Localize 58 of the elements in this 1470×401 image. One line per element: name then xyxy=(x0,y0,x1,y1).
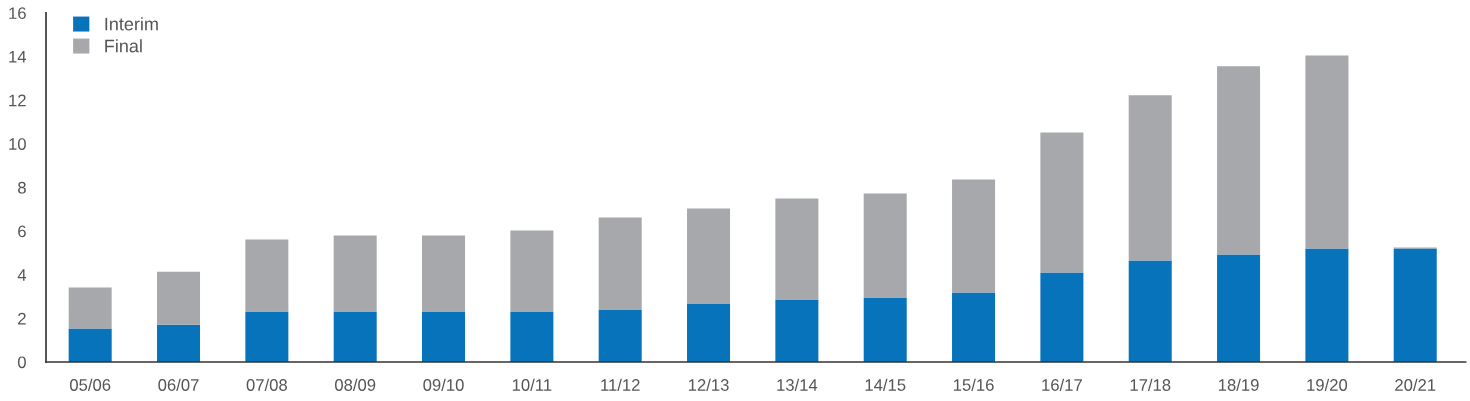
bar xyxy=(598,309,642,362)
bar xyxy=(333,311,377,362)
bar xyxy=(1040,272,1084,362)
bar xyxy=(1217,66,1261,255)
bar xyxy=(68,287,112,329)
x-tick-label: 10/11 xyxy=(512,378,552,391)
bar xyxy=(1393,248,1437,362)
x-tick-label: 18/19 xyxy=(1218,378,1259,391)
x-tick-label: 11/12 xyxy=(601,378,640,391)
bar xyxy=(687,208,731,304)
x-tick-label: 20/21 xyxy=(1395,378,1436,391)
x-tick-label: 12/13 xyxy=(688,378,729,391)
x-tick-label: 16/17 xyxy=(1042,378,1082,391)
y-tick-label: 8 xyxy=(18,181,26,194)
x-tick-label: 17/18 xyxy=(1130,378,1171,391)
y-tick-label: 12 xyxy=(9,94,26,107)
bar xyxy=(333,235,377,312)
x-tick-label: 08/09 xyxy=(334,378,376,391)
bar xyxy=(157,271,201,325)
x-tick-label: 06/07 xyxy=(158,378,199,391)
bar xyxy=(245,239,289,312)
y-tick-label: 4 xyxy=(17,269,27,281)
x-tick-label: 14/15 xyxy=(865,378,906,391)
bar xyxy=(1128,260,1172,362)
x-tick-label: 13/14 xyxy=(777,378,818,391)
bar xyxy=(1305,248,1349,362)
bar xyxy=(1128,95,1172,261)
x-tick-label: 19/20 xyxy=(1307,378,1348,391)
y-tick-label: 6 xyxy=(18,225,26,238)
bar xyxy=(1217,254,1261,362)
x-tick-label: 15/16 xyxy=(953,378,994,391)
bar xyxy=(775,198,819,300)
x-tick-label: 05/06 xyxy=(69,378,111,391)
bar xyxy=(598,217,642,310)
bar xyxy=(422,311,466,362)
bar xyxy=(863,193,907,298)
legend-label: Interim xyxy=(105,17,158,31)
bar xyxy=(157,324,201,362)
y-tick-label: 10 xyxy=(9,138,26,150)
x-tick-label: 07/08 xyxy=(246,378,287,391)
bar xyxy=(952,179,996,293)
bar xyxy=(863,297,907,362)
bar xyxy=(687,303,731,362)
bar xyxy=(422,235,466,312)
bar xyxy=(510,311,554,362)
bar xyxy=(245,311,289,362)
bar xyxy=(952,292,996,362)
y-tick-label: 0 xyxy=(17,356,26,369)
bar xyxy=(68,328,112,362)
y-tick-label: 14 xyxy=(9,51,27,63)
bar xyxy=(775,299,819,362)
bar xyxy=(1040,132,1084,273)
x-tick-label: 09/10 xyxy=(423,378,464,391)
bar xyxy=(1305,55,1349,249)
bar xyxy=(510,230,554,312)
legend-label: Final xyxy=(105,39,142,53)
y-tick-label: 16 xyxy=(9,7,26,20)
y-tick-label: 2 xyxy=(18,312,26,325)
